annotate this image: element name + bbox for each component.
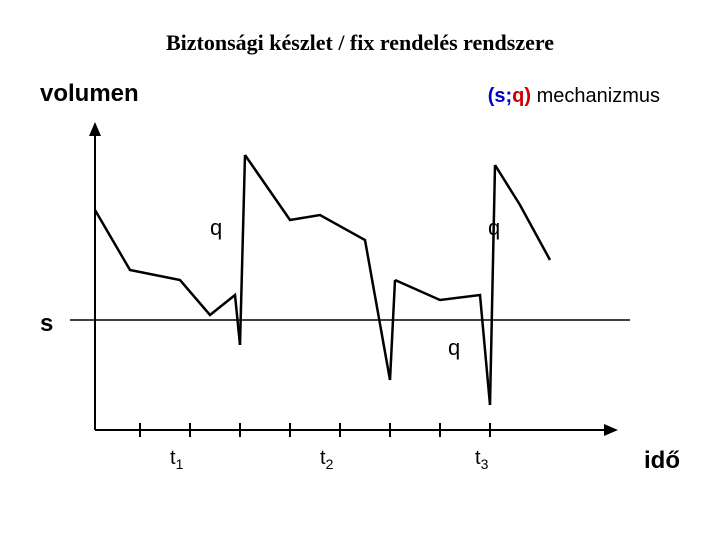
y-axis-arrow (89, 122, 101, 136)
t2-label: t2 (320, 447, 333, 472)
x-axis-arrow (604, 424, 618, 436)
x-axis-label: idő (644, 447, 680, 475)
q-label-3: q (448, 335, 460, 361)
curve-segment-3 (395, 280, 490, 405)
curve-segment-4 (495, 165, 550, 260)
mechanism-s: (s; (488, 85, 512, 107)
y-axis-label: volumen (40, 80, 139, 108)
chart-title: Biztonsági készlet / fix rendelés rendsz… (0, 30, 720, 56)
inventory-chart (70, 120, 630, 450)
mechanism-q: q) (512, 85, 531, 107)
curve-segment-2 (245, 155, 390, 380)
s-level-label: s (40, 310, 53, 338)
mechanism-rest: mechanizmus (531, 85, 660, 107)
q-label-2: q (488, 215, 500, 241)
t1-label: t1 (170, 447, 183, 472)
jump-3 (490, 165, 495, 405)
mechanism-label: (s;q) mechanizmus (488, 85, 660, 108)
jump-1 (240, 155, 245, 345)
jump-2 (390, 280, 395, 380)
q-label-1: q (210, 215, 222, 241)
t3-label: t3 (475, 447, 488, 472)
